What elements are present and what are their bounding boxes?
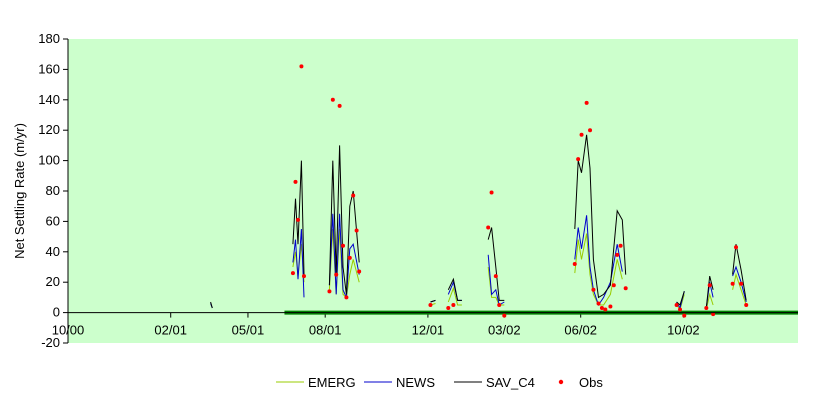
y-tick-label: 180 [38,31,60,46]
obs-point [674,303,679,307]
y-axis-tick-marks [63,38,68,344]
legend-label: SAV_C4 [486,375,535,390]
y-tick-label: 160 [38,61,60,76]
series-line-segment [447,277,462,301]
obs-point [357,269,362,274]
y-axis-tick-labels: -20 0 20 40 60 80 100 120 140 160 180 [38,31,60,350]
obs-point [334,272,339,277]
series-line-segment [487,227,505,301]
obs-point [493,274,498,279]
x-tick-label: 12/01 [412,323,445,338]
obs-point [296,217,301,222]
series-line-segment [732,265,747,303]
series-line-segment [732,244,747,301]
series-group [210,134,747,311]
obs-point [290,271,295,276]
obs-point [451,303,456,307]
x-tick-label: 08/01 [309,323,342,338]
obs-point [486,225,491,230]
obs-point [730,281,735,286]
obs-point [579,132,584,137]
obs-point [341,243,346,248]
obs-point [682,313,687,318]
series-line-segment [732,272,747,306]
series-line-segment [292,160,305,275]
obs-markers [290,64,749,318]
y-tick-label: 120 [38,122,60,137]
obs-point [344,295,349,300]
obs-point [502,313,507,318]
obs-point [301,274,306,279]
obs-point [611,283,616,288]
y-tick-label: 80 [46,183,60,198]
obs-point [615,252,620,257]
obs-point [497,303,502,307]
y-tick-label: 140 [38,92,60,107]
series-line-segment [705,292,714,310]
y-axis-label: Net Settling Rate (m/yr) [12,123,27,259]
obs-point [299,64,304,69]
obs-point [572,261,577,266]
legend-marker-obs [558,379,564,385]
obs-point [603,307,608,312]
x-tick-label: 02/01 [154,323,187,338]
x-tick-label: 05/01 [232,323,265,338]
obs-point [704,306,709,311]
x-axis-tick-labels: 10/00 02/01 05/01 08/01 12/01 03/02 06/02 10/02 [52,323,700,338]
obs-point [734,245,739,250]
series-line-segment [574,134,627,299]
series-line-segment [430,299,436,303]
obs-point [354,228,359,233]
obs-point [588,128,593,133]
series-line-segment [676,291,685,306]
obs-point [623,286,628,291]
plot-area [68,39,798,343]
x-tick-label: 10/00 [52,323,85,338]
obs-point [489,190,494,195]
x-tick-label: 03/02 [488,323,521,338]
series-line-segment [447,286,462,306]
obs-point [351,193,356,198]
obs-point [711,312,716,317]
obs-point [327,289,332,294]
obs-point [337,103,342,108]
obs-point [347,255,352,260]
legend-label: NEWS [396,375,435,390]
obs-point [678,307,683,312]
obs-point [618,243,623,248]
y-tick-label: 20 [46,274,60,289]
legend: EMERG NEWS SAV_C4 Obs [276,375,603,390]
legend-label: EMERG [308,375,356,390]
series-line-segment [328,213,360,298]
y-tick-label: 0 [53,305,60,320]
obs-point [596,301,601,306]
obs-point [576,157,581,162]
x-tick-label: 06/02 [564,323,597,338]
x-tick-label: 10/02 [667,323,700,338]
obs-point [707,283,712,288]
obs-point [599,306,604,311]
y-tick-label: 60 [46,213,60,228]
series-line-segment [574,233,623,306]
y-tick-label: -20 [41,335,60,350]
obs-point [608,304,613,309]
obs-point [744,303,749,307]
y-tick-label: 100 [38,153,60,168]
obs-point [446,306,451,311]
series-line-segment [705,275,714,309]
series-line-segment [292,228,305,298]
legend-label: Obs [579,375,603,390]
obs-point [739,281,744,286]
obs-point [591,287,596,292]
obs-point [330,97,335,102]
y-tick-label: 40 [46,244,60,259]
series-line-segment [210,301,213,309]
obs-point [428,303,433,307]
obs-point [293,179,298,184]
obs-point [584,100,589,105]
